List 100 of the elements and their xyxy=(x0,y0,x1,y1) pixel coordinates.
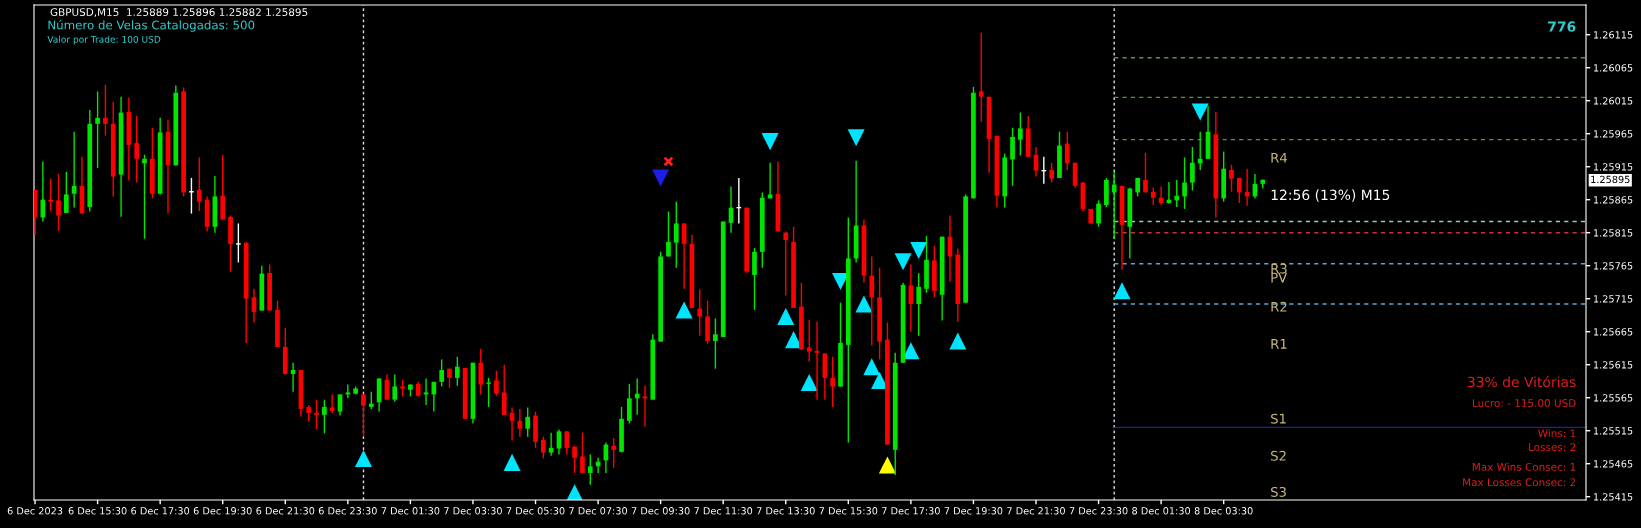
candlestick xyxy=(548,431,554,457)
candlestick xyxy=(48,177,54,212)
candlestick xyxy=(1049,162,1054,184)
y-tick-label: 1.25565 xyxy=(1594,394,1633,402)
x-tick-label: 7 Dec 17:30 xyxy=(882,507,940,515)
x-tick-label: 6 Dec 15:30 xyxy=(68,507,127,515)
x-tick-label: 7 Dec 07:30 xyxy=(569,507,628,515)
y-tick-label: 1.25465 xyxy=(1594,460,1633,468)
candlestick xyxy=(329,393,335,414)
candlestick xyxy=(627,383,632,425)
x-tick-label: 6 Dec 21:30 xyxy=(256,507,315,515)
candlestick xyxy=(634,377,640,416)
candlestick xyxy=(142,154,147,240)
candlestick xyxy=(673,200,679,269)
point xyxy=(777,308,795,326)
candlestick xyxy=(1111,171,1117,240)
x-tick-label: 8 Dec 03:30 xyxy=(1194,507,1253,515)
candlestick xyxy=(572,445,577,474)
y-tick-label: 1.26065 xyxy=(1594,64,1633,72)
candlestick xyxy=(220,154,226,221)
candlestick xyxy=(439,358,445,388)
candlestick xyxy=(752,247,757,311)
y-tick-label: 1.25865 xyxy=(1594,196,1633,204)
candlestick xyxy=(501,364,507,416)
x-tick-label: 7 Dec 09:30 xyxy=(631,507,690,515)
point xyxy=(663,156,674,167)
y-tick-label: 1.25715 xyxy=(1594,295,1633,303)
candlestick xyxy=(806,319,812,363)
annotation: Número de Velas Catalogadas: 500 xyxy=(48,19,255,32)
x-tick-label: 7 Dec 01:30 xyxy=(381,507,440,515)
annotation: S2 xyxy=(1271,450,1286,461)
point xyxy=(1113,282,1131,300)
point xyxy=(894,253,912,271)
annotation: R3 xyxy=(1271,263,1287,274)
y-tick-label: 1.25615 xyxy=(1594,361,1633,369)
candlestick xyxy=(580,431,585,474)
candlestick xyxy=(525,406,531,438)
candlestick xyxy=(454,356,460,387)
annotation: Wins: 1 xyxy=(1538,429,1576,438)
x-tick-label: 6 Dec 19:30 xyxy=(193,507,252,515)
candlestick xyxy=(1143,152,1148,194)
y-tick-label: 1.25915 xyxy=(1594,163,1633,171)
annotation: PV xyxy=(1271,272,1288,283)
annotation: Losses: 2 xyxy=(1529,443,1576,452)
text: 1.25895 xyxy=(1591,175,1630,184)
candlestick xyxy=(1096,199,1101,228)
candlestick xyxy=(478,348,484,396)
y-tick-label: 1.25515 xyxy=(1594,427,1633,435)
candlestick xyxy=(1174,179,1180,208)
candlestick xyxy=(916,272,922,337)
candlestick xyxy=(103,84,108,137)
x-tick-label: 6 Dec 17:30 xyxy=(131,507,190,515)
candlestick xyxy=(63,171,69,214)
x-tick-label: 7 Dec 11:30 xyxy=(694,507,753,515)
x-tick-label: 7 Dec 05:30 xyxy=(506,507,565,515)
point xyxy=(863,358,881,376)
candlestick xyxy=(1229,164,1234,193)
candlestick xyxy=(666,210,671,258)
point xyxy=(878,456,896,474)
chart-title: GBPUSD,M15 1.25889 1.25896 1.25882 1.25895 xyxy=(50,8,308,18)
candlestick xyxy=(611,437,617,469)
annotation: Valor por Trade: 100 USD xyxy=(47,35,161,45)
y-tick-label: 1.25665 xyxy=(1594,328,1633,336)
y-tick-label: 1.25965 xyxy=(1594,130,1633,138)
point xyxy=(800,374,818,392)
point xyxy=(949,332,967,350)
annotation: R2 xyxy=(1271,301,1287,312)
candlestick xyxy=(1197,131,1203,171)
candlestick xyxy=(1064,131,1070,171)
candlestick xyxy=(95,90,100,169)
x-tick-label: 7 Dec 03:30 xyxy=(444,507,502,515)
point xyxy=(910,242,928,260)
candlestick xyxy=(713,317,718,370)
candlestick xyxy=(783,230,789,297)
point xyxy=(354,449,372,467)
candlestick xyxy=(56,173,61,232)
candlestick xyxy=(134,115,140,184)
candlestick xyxy=(830,356,836,408)
point xyxy=(652,169,670,187)
annotation: 776 xyxy=(1548,21,1576,32)
annotation: R1 xyxy=(1271,339,1287,349)
candlestick xyxy=(1236,177,1242,204)
candlestick xyxy=(392,373,398,403)
annotation: S3 xyxy=(1271,486,1286,497)
annotation: 12:56 (13%) M15 xyxy=(1271,189,1390,202)
candlestick xyxy=(1190,146,1195,192)
point xyxy=(847,129,865,147)
candlestick xyxy=(1018,111,1023,157)
annotation: 33% de Vitórias xyxy=(1467,375,1576,388)
y-tick-label: 1.25815 xyxy=(1594,229,1633,237)
candlestick xyxy=(361,393,366,438)
candlestick xyxy=(697,288,703,337)
x-tick-label: 6 Dec 2023 xyxy=(7,507,63,515)
candlestick xyxy=(322,398,327,435)
annotation: S1 xyxy=(1271,413,1286,424)
point xyxy=(1191,103,1209,121)
candlestick xyxy=(314,398,319,431)
candlestick xyxy=(345,383,351,400)
x-tick-label: 7 Dec 19:30 xyxy=(944,507,1003,515)
candlestick xyxy=(564,430,570,456)
